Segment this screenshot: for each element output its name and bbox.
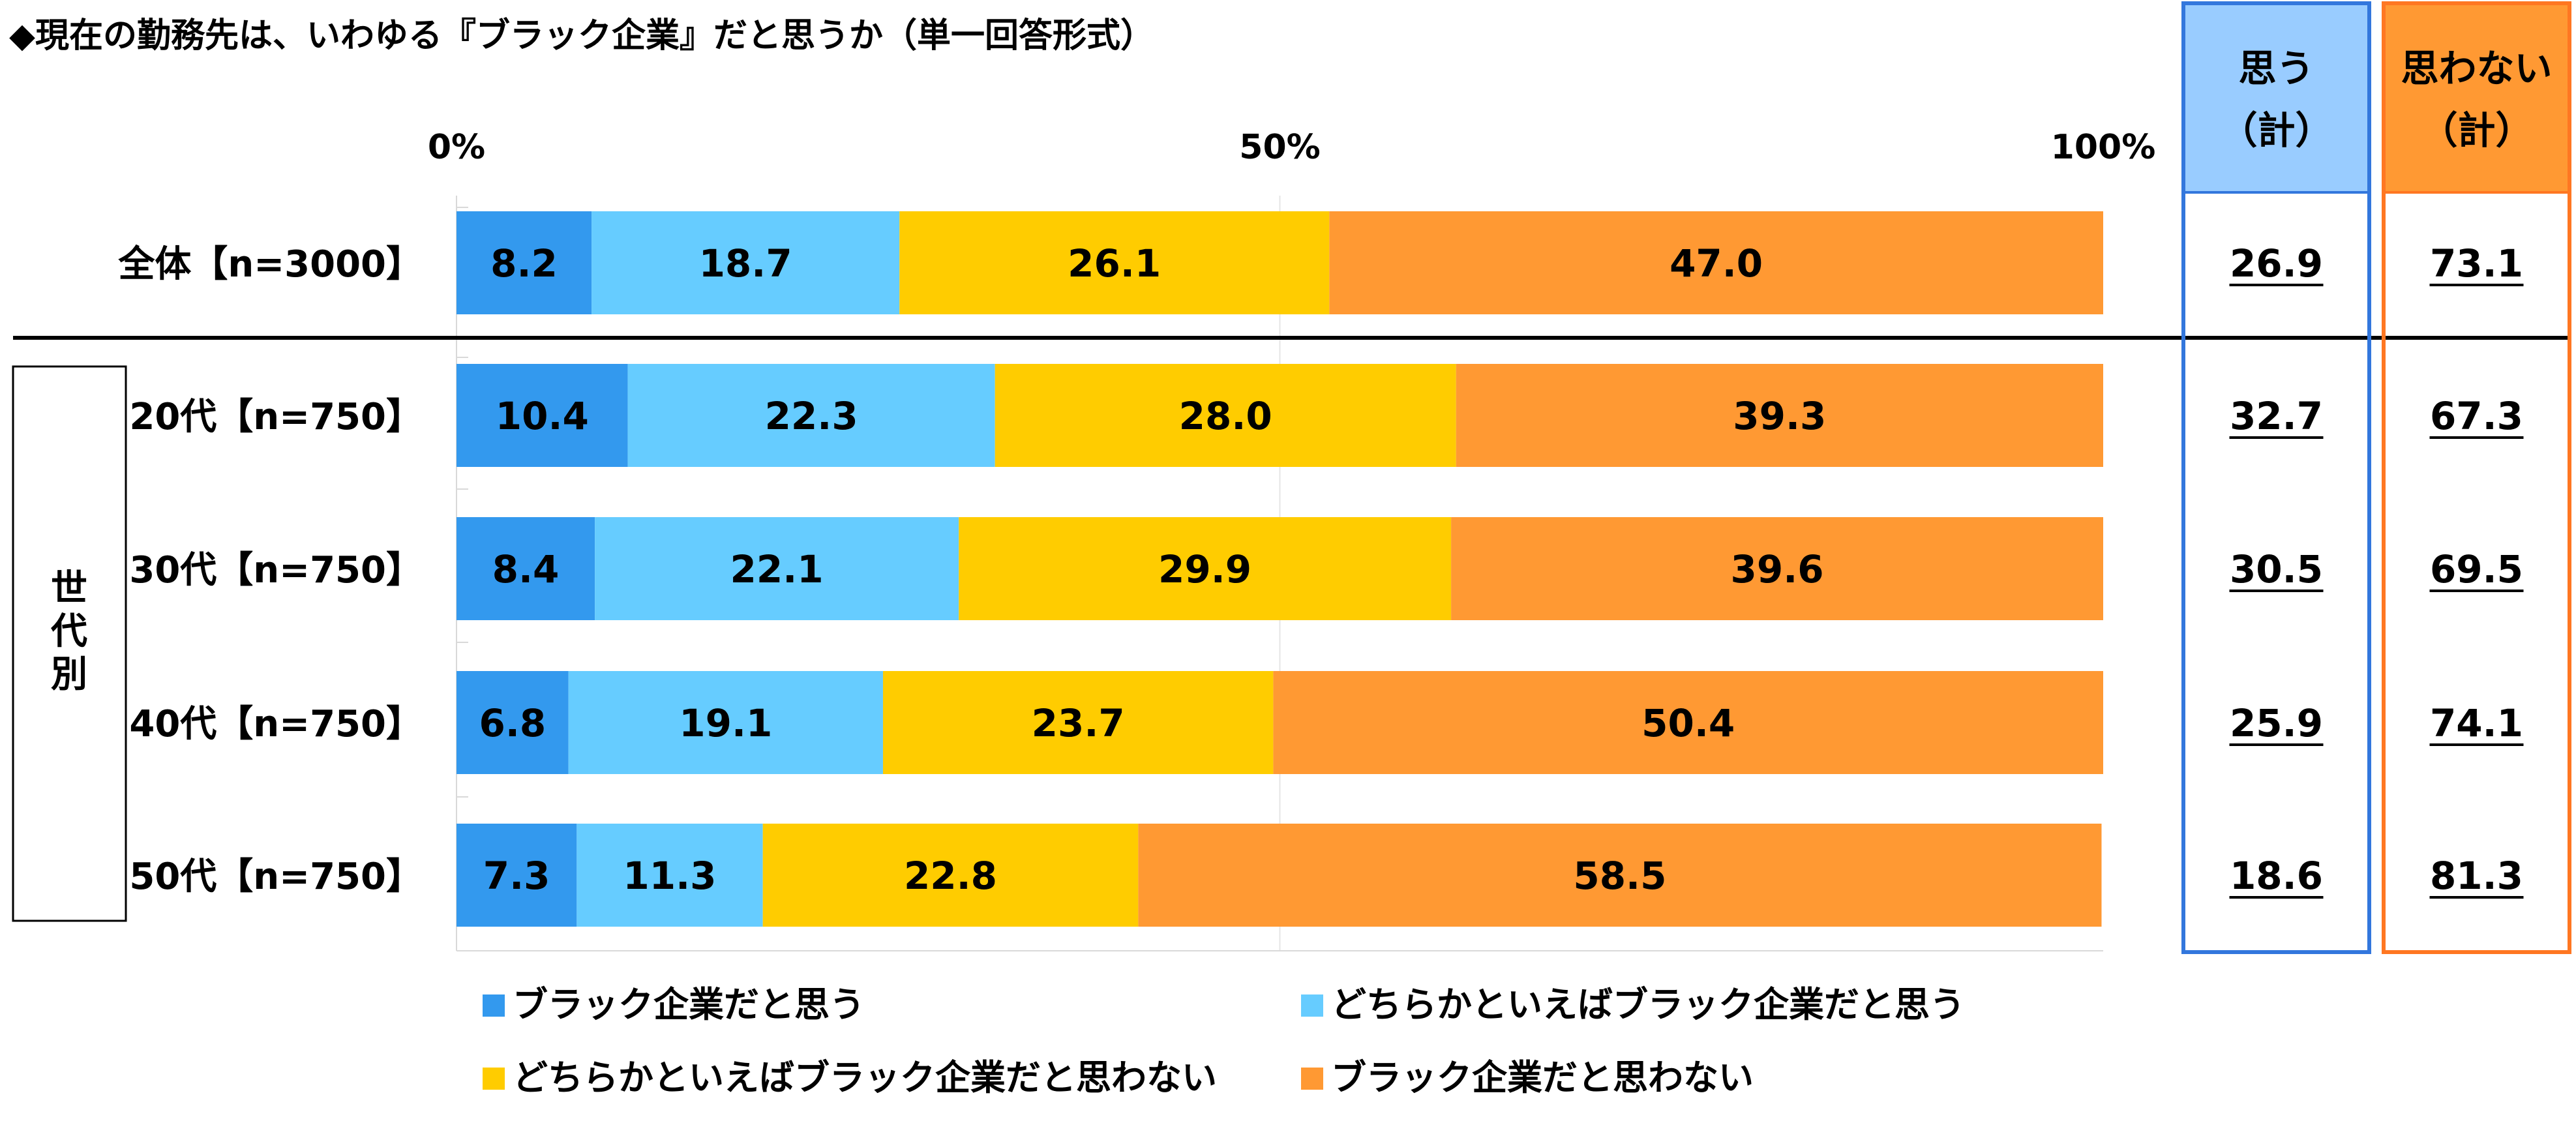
summary-value: 67.3 [2430, 394, 2523, 438]
summary-value: 26.9 [2230, 241, 2323, 286]
legend-label: ブラック企業だと思わない [1331, 1057, 1754, 1098]
summary-header-subtitle: （計） [2219, 108, 2333, 153]
bar-segment [899, 211, 1330, 314]
bar-segment [959, 517, 1452, 620]
category-label: 20代【n=750】 [129, 396, 423, 438]
bar-value-label: 22.1 [730, 547, 824, 591]
summary-value: 30.5 [2230, 547, 2323, 591]
summary-column-border [2382, 1, 2571, 954]
bar-value-label: 22.3 [765, 394, 858, 438]
bar-value-label: 28.0 [1179, 394, 1272, 438]
bar-segment [1456, 364, 2103, 467]
group-label-char: 代 [50, 610, 87, 653]
bar-segment [1451, 517, 2103, 620]
legend-swatch [483, 1068, 505, 1090]
bar-segment [762, 824, 1139, 927]
bar-segment [568, 671, 883, 774]
bar-value-label: 39.3 [1733, 394, 1826, 438]
bar-segment [1138, 824, 2102, 927]
bar-segment [577, 824, 763, 927]
summary-value: 81.3 [2430, 854, 2523, 898]
category-label: 全体【n=3000】 [117, 243, 423, 286]
group-label-char: 別 [51, 653, 87, 696]
bar-value-label: 8.4 [492, 547, 560, 591]
summary-value: 69.5 [2430, 547, 2523, 591]
bar-segment [595, 517, 959, 620]
bar-segment [457, 671, 569, 774]
bar-value-label: 11.3 [623, 854, 716, 898]
category-label: 50代【n=750】 [129, 856, 423, 898]
bar-segment [882, 671, 1274, 774]
bar-segment [592, 211, 900, 314]
bar-value-label: 50.4 [1641, 701, 1735, 745]
bar-value-label: 47.0 [1670, 241, 1763, 286]
x-tick-label: 0% [428, 128, 485, 167]
bar-value-label: 29.9 [1158, 547, 1251, 591]
bar-segment [457, 517, 595, 620]
bar-value-label: 6.8 [479, 701, 546, 745]
bar-segment [457, 824, 577, 927]
bar-value-label: 8.2 [490, 241, 558, 286]
legend-label: ブラック企業だと思う [513, 984, 865, 1025]
group-label-box: 世代別 [12, 365, 127, 922]
bar-value-label: 18.7 [699, 241, 792, 286]
bar-segment [627, 364, 995, 467]
summary-value: 32.7 [2230, 394, 2323, 438]
category-labels: 全体【n=3000】 20代【n=750】 30代【n=750】 40代【n=750】… [117, 243, 423, 898]
bar-value-label: 58.5 [1573, 854, 1666, 898]
summary-value: 74.1 [2430, 701, 2523, 745]
x-axis-ticks: 0% 50% 100% [428, 128, 2155, 167]
bar-value-label: 19.1 [679, 701, 772, 745]
bar-value-label: 22.8 [904, 854, 997, 898]
legend: ブラック企業だと思う どちらかといえばブラック企業だと思うどちらかといえばブラック… [483, 984, 1965, 1098]
bar-value-label: 26.1 [1068, 241, 1161, 286]
bar-value-label: 39.6 [1730, 547, 1823, 591]
legend-swatch [483, 994, 505, 1017]
bar-segment [995, 364, 1456, 467]
legend-swatch [1301, 994, 1323, 1017]
group-label: 世代別 [50, 567, 87, 696]
summary-value: 73.1 [2430, 241, 2523, 286]
category-label: 40代【n=750】 [129, 703, 423, 745]
bar-segment [457, 211, 592, 314]
summary-columns: 思う （計） 26.9 32.7 30.5 25.9 18.6 思わない （計） 73.1 67.3… [2181, 1, 2571, 954]
summary-value: 25.9 [2230, 701, 2323, 745]
summary-header-bg [2183, 3, 2369, 192]
summary-header-subtitle: （計） [2419, 108, 2533, 153]
group-label-char: 世 [51, 567, 87, 610]
legend-label: どちらかといえばブラック企業だと思わない [513, 1057, 1217, 1098]
summary-header-title: 思う [2238, 46, 2314, 91]
bar-value-label: 23.7 [1032, 701, 1125, 745]
legend-label: どちらかといえばブラック企業だと思う [1331, 984, 1965, 1025]
x-tick-label: 50% [1239, 128, 1320, 167]
chart-title: ◆現在の勤務先は、いわゆる『ブラック企業』だと思うか（単一回答形式） [9, 16, 1154, 55]
bar-segment [1273, 671, 2103, 774]
summary-column-border [2181, 1, 2371, 954]
bar-segment [457, 364, 628, 467]
legend-swatch [1301, 1068, 1323, 1090]
summary-value: 18.6 [2230, 854, 2323, 898]
bar-value-label: 10.4 [496, 394, 589, 438]
summary-header-title: 思わない [2401, 46, 2552, 91]
bar-segment [1329, 211, 2103, 314]
category-label: 30代【n=750】 [129, 549, 423, 591]
x-tick-label: 100% [2051, 128, 2156, 167]
bar-value-label: 7.3 [483, 854, 550, 898]
summary-header-bg [2384, 3, 2569, 192]
bars: 8.2 18.7 26.1 47.0 10.4 22.3 28.0 39.3 8.4 22.1 29… [457, 211, 2103, 927]
